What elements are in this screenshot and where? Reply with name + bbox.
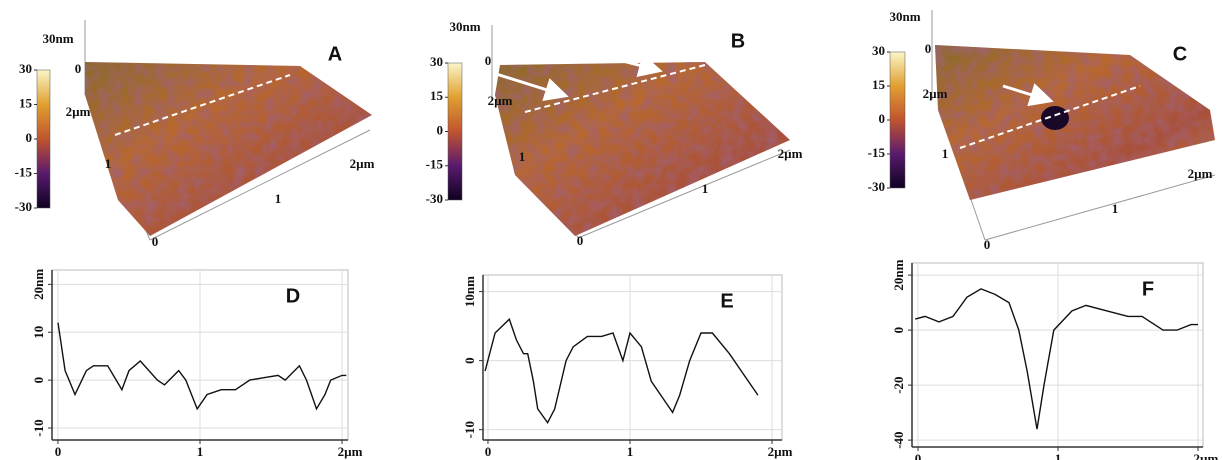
axis-line: [577, 149, 791, 239]
axis-label: 30nm: [42, 31, 73, 46]
colorbar-tick-label: -30: [426, 191, 443, 206]
afm-panel: 30 15 0 -15 -30 30nm 0 2µm 1 0 1 2µm B: [426, 19, 803, 248]
surface-texture: [85, 62, 372, 236]
surface-texture: [495, 62, 790, 236]
surface-texture: [935, 45, 1215, 200]
profile-curve: [484, 317, 759, 425]
axis-label: 1: [1112, 201, 1119, 216]
axis-label: 0: [75, 61, 82, 76]
x-tick-label: 1: [197, 444, 204, 459]
axis-label: 1: [519, 149, 526, 164]
y-tick-label: 20nm: [31, 269, 46, 300]
colorbar-tick-label: -15: [426, 157, 444, 172]
colorbar-tick-label: -30: [868, 179, 885, 194]
y-tick-label: 10: [31, 326, 46, 339]
axis-label: 2µm: [488, 93, 513, 108]
arrow: [611, 53, 663, 77]
axis-label: 1: [275, 191, 282, 206]
axis-label: 0: [925, 41, 932, 56]
colorbar-tick-label: 0: [879, 111, 886, 126]
panel-letter: A: [328, 43, 342, 65]
axis-label: 2µm: [923, 86, 948, 101]
colorbar: [889, 51, 906, 189]
colorbar: [36, 69, 51, 209]
axis-label: 0: [152, 234, 159, 249]
y-tick-label: 0: [891, 327, 906, 334]
y-tick-label: -40: [891, 431, 906, 448]
colorbar-tick-label: 30: [430, 54, 443, 69]
arrow: [1002, 83, 1054, 107]
pit: [1041, 106, 1069, 130]
x-tick-label: 2µm: [338, 444, 363, 459]
colorbar-tick-label: -15: [15, 164, 33, 179]
axis-label: 2µm: [350, 156, 375, 171]
x-tick-label: 2µm: [768, 444, 793, 459]
profile-chart: -10 0 10nm 0 1 2µm E: [462, 274, 793, 459]
y-tick-label: 0: [462, 357, 477, 364]
axis-label: 1: [942, 146, 949, 161]
x-tick-label: 1: [1055, 451, 1062, 460]
axis-line: [984, 174, 1216, 241]
colorbar-tick-label: 15: [430, 88, 444, 103]
afm-panel: 30 15 0 -15 -30 30nm 0 2µm 1 0 1 2µm C: [868, 9, 1216, 252]
y-tick-label: 0: [31, 377, 46, 384]
axis-label: 0: [485, 53, 492, 68]
colorbar-tick-label: 30: [872, 43, 885, 58]
axis-label: 2µm: [1188, 166, 1213, 181]
colorbar-tick-label: 15: [19, 95, 33, 110]
colorbar-tick-label: 30: [19, 61, 32, 76]
profile-chart: -10 0 10 20nm 0 1 2µm D: [31, 269, 363, 459]
axis-line: [149, 129, 371, 241]
profile-line: [524, 64, 706, 113]
y-tick-label: -20: [891, 376, 906, 393]
axis-label: 2µm: [778, 146, 803, 161]
colorbar-tick-label: 15: [872, 77, 886, 92]
arrow: [492, 71, 569, 102]
colorbar-tick-label: -15: [868, 145, 886, 160]
profile-chart: -40 -20 0 20nm 0 1 2µm F: [891, 259, 1219, 460]
axis-label: 0: [984, 237, 991, 252]
axis-label: 30nm: [889, 9, 920, 24]
colorbar-tick-label: 0: [26, 130, 33, 145]
colorbar-tick-label: -30: [15, 199, 32, 214]
profile-curve: [57, 322, 347, 411]
panel-letter: B: [731, 30, 745, 52]
x-tick-label: 0: [915, 451, 922, 460]
x-tick-label: 0: [485, 444, 492, 459]
axis-label: 0: [577, 233, 584, 248]
y-tick-label: 10nm: [462, 276, 477, 307]
panel-letter: F: [1142, 278, 1154, 300]
colorbar: [447, 62, 463, 201]
x-tick-label: 0: [55, 444, 62, 459]
colorbar-tick-label: 0: [437, 122, 444, 137]
x-tick-label: 2µm: [1194, 451, 1219, 460]
axis-label: 30nm: [449, 19, 480, 34]
panel-letter: D: [286, 285, 300, 307]
panel-letter: C: [1173, 43, 1187, 65]
panel-letter: E: [720, 290, 733, 312]
y-tick-label: -10: [31, 419, 46, 436]
axis-label: 1: [105, 156, 112, 171]
x-tick-label: 1: [627, 444, 634, 459]
profile-curve: [915, 288, 1198, 430]
y-tick-label: 20nm: [891, 259, 906, 290]
axis-label: 2µm: [66, 104, 91, 119]
y-tick-label: -10: [462, 421, 477, 438]
axis-label: 1: [702, 181, 709, 196]
profile-line: [114, 74, 291, 136]
profile-line: [959, 85, 1141, 149]
